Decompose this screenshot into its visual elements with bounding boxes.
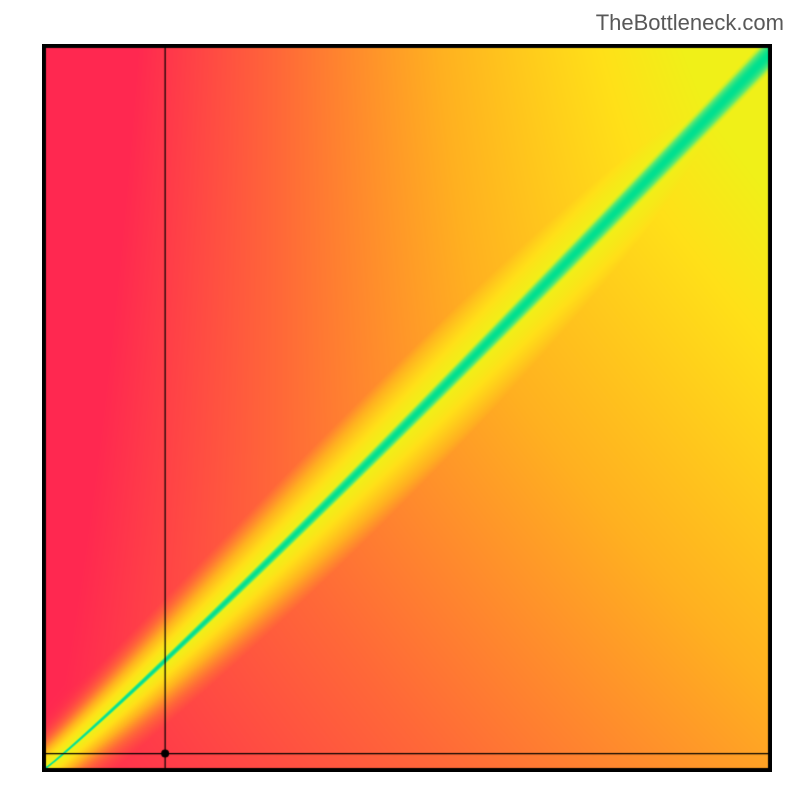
heatmap-canvas [42,44,772,772]
plot-area [42,44,772,772]
attribution-text: TheBottleneck.com [596,10,784,36]
root-container: TheBottleneck.com [0,0,800,800]
